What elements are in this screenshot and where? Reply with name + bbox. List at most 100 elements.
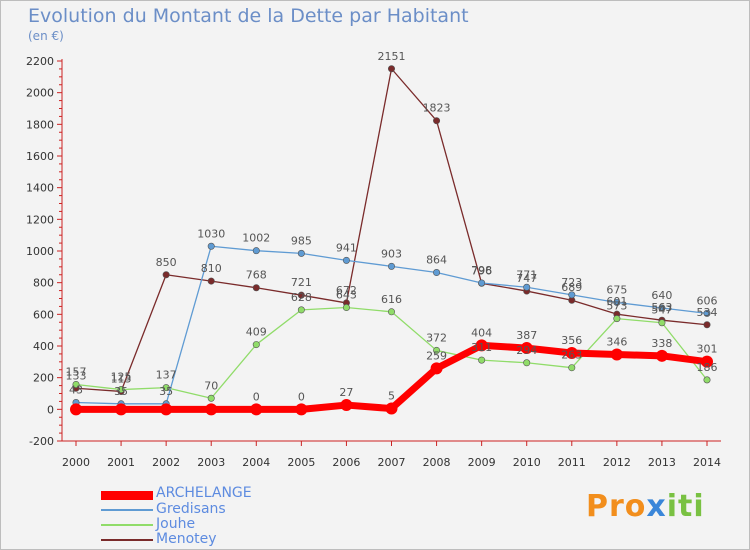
data-label-jouhe: 157 xyxy=(66,365,87,378)
data-point-menotey xyxy=(387,65,395,73)
legend-label-menotey: Menotey xyxy=(156,531,217,547)
data-point-menotey xyxy=(703,321,711,329)
data-label-archelange: 0 xyxy=(253,390,260,403)
data-label-jouhe: 573 xyxy=(606,300,627,313)
data-point-jouhe xyxy=(297,306,305,314)
x-tick-label: 2008 xyxy=(423,456,451,469)
y-tick-label: 1000 xyxy=(26,245,54,258)
y-tick-label: 2200 xyxy=(26,55,54,68)
proxiti-logo: Proxiti xyxy=(586,489,705,524)
data-point-gredisans xyxy=(478,279,486,287)
data-point-menotey xyxy=(162,271,170,279)
data-point-menotey xyxy=(207,277,215,285)
data-point-menotey xyxy=(297,291,305,299)
x-tick-label: 2002 xyxy=(152,456,180,469)
data-point-jouhe xyxy=(252,341,260,349)
data-label-gredisans: 1030 xyxy=(197,227,225,240)
data-label-menotey: 672 xyxy=(336,284,357,297)
y-tick-label: 400 xyxy=(33,340,54,353)
data-point-gredisans xyxy=(297,249,305,257)
data-point-archelange xyxy=(250,403,263,416)
data-label-gredisans: 606 xyxy=(697,294,718,307)
y-tick-label: -200 xyxy=(29,435,54,448)
x-tick-label: 2000 xyxy=(62,456,90,469)
x-tick-label: 2007 xyxy=(378,456,406,469)
data-point-jouhe xyxy=(478,356,486,364)
data-label-menotey: 601 xyxy=(606,295,627,308)
data-label-archelange: 338 xyxy=(651,337,672,350)
legend-label-gredisans: Gredisans xyxy=(156,501,226,517)
data-label-archelange: 346 xyxy=(606,336,627,349)
y-tick-label: 1400 xyxy=(26,182,54,195)
data-point-jouhe xyxy=(387,308,395,316)
legend-swatch-gredisans xyxy=(101,509,153,511)
data-point-archelange xyxy=(160,403,173,416)
data-label-archelange: 5 xyxy=(388,390,395,403)
x-tick-label: 2009 xyxy=(468,456,496,469)
legend-swatch-menotey xyxy=(101,539,153,541)
data-label-menotey: 133 xyxy=(66,369,87,382)
data-point-archelange xyxy=(701,355,713,368)
data-label-gredisans: 675 xyxy=(606,283,627,296)
data-point-jouhe xyxy=(703,376,711,384)
data-label-jouhe: 186 xyxy=(697,361,718,374)
data-point-archelange xyxy=(430,362,443,375)
x-tick-label: 2005 xyxy=(287,456,315,469)
data-point-archelange xyxy=(205,403,218,416)
data-label-jouhe: 263 xyxy=(561,349,582,362)
data-label-jouhe: 125 xyxy=(111,371,132,384)
x-tick-label: 2001 xyxy=(107,456,135,469)
legend-label-archelange: ARCHELANGE xyxy=(156,485,252,501)
x-tick-label: 2013 xyxy=(648,456,676,469)
data-point-archelange xyxy=(520,342,533,355)
data-label-archelange: 404 xyxy=(471,326,492,339)
data-label-gredisans: 35 xyxy=(114,385,128,398)
data-point-archelange xyxy=(115,403,128,416)
x-tick-label: 2010 xyxy=(513,456,541,469)
data-label-jouhe: 70 xyxy=(204,379,218,392)
data-point-jouhe xyxy=(342,304,350,312)
data-label-archelange: 387 xyxy=(516,329,537,342)
data-point-jouhe xyxy=(162,384,170,392)
data-label-jouhe: 628 xyxy=(291,291,312,304)
data-label-menotey: 768 xyxy=(246,269,267,282)
x-tick-label: 2003 xyxy=(197,456,225,469)
data-label-menotey: 113 xyxy=(111,372,132,385)
data-point-gredisans xyxy=(568,291,576,299)
data-point-gredisans xyxy=(207,242,215,250)
data-point-jouhe xyxy=(433,346,441,354)
data-label-menotey: 689 xyxy=(561,281,582,294)
y-tick-label: 1200 xyxy=(26,213,54,226)
data-label-menotey: 796 xyxy=(471,264,492,277)
y-tick-label: 200 xyxy=(33,372,54,385)
data-label-archelange: 356 xyxy=(561,334,582,347)
data-point-menotey xyxy=(433,117,441,125)
data-point-archelange xyxy=(385,402,398,415)
data-label-gredisans: 43 xyxy=(69,384,83,397)
data-label-gredisans: 35 xyxy=(159,385,173,398)
x-tick-label: 2011 xyxy=(558,456,586,469)
x-tick-label: 2006 xyxy=(332,456,360,469)
data-point-archelange xyxy=(610,348,623,361)
data-label-gredisans: 723 xyxy=(561,276,582,289)
data-label-jouhe: 616 xyxy=(381,293,402,306)
legend-swatch-archelange xyxy=(101,491,153,500)
y-tick-label: 600 xyxy=(33,308,54,321)
data-point-gredisans xyxy=(433,269,441,277)
data-point-jouhe xyxy=(568,364,576,372)
data-label-menotey: 810 xyxy=(201,262,222,275)
x-tick-label: 2004 xyxy=(242,456,270,469)
data-label-menotey: 563 xyxy=(651,301,672,314)
y-tick-label: 2000 xyxy=(26,87,54,100)
data-label-jouhe: 137 xyxy=(156,369,177,382)
data-label-jouhe: 547 xyxy=(651,304,672,317)
data-point-gredisans xyxy=(523,283,531,291)
data-point-archelange xyxy=(70,403,82,416)
data-point-archelange xyxy=(655,349,668,362)
legend-swatch-jouhe xyxy=(101,524,153,526)
data-point-jouhe xyxy=(523,359,531,367)
data-label-menotey: 2151 xyxy=(378,50,406,63)
data-label-gredisans: 864 xyxy=(426,254,447,267)
legend-label-jouhe: Jouhe xyxy=(156,516,196,532)
